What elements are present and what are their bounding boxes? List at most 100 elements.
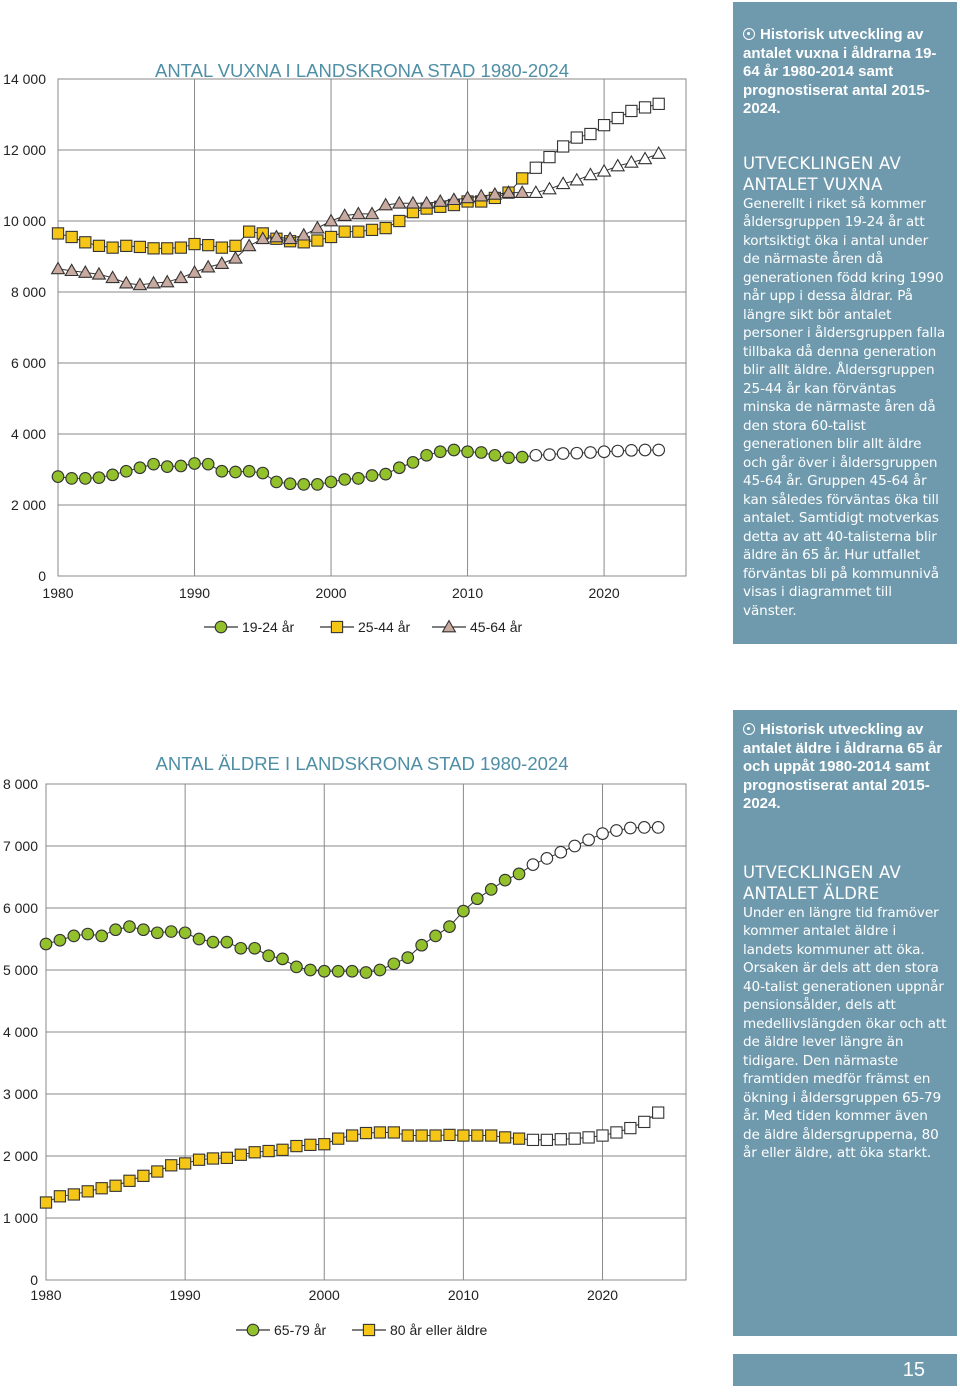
data-point bbox=[188, 457, 201, 470]
legend-label: 45-64 år bbox=[470, 619, 522, 635]
plot-area bbox=[57, 78, 687, 577]
data-point bbox=[173, 270, 189, 284]
data-point bbox=[311, 478, 324, 491]
data-point bbox=[611, 111, 624, 125]
y-tick-label: 8 000 bbox=[3, 776, 38, 792]
data-point bbox=[276, 952, 289, 966]
data-point bbox=[220, 1151, 234, 1165]
x-tick-label: 2000 bbox=[315, 585, 346, 601]
data-point bbox=[201, 457, 215, 471]
adults-heading: UTVECKLINGEN AV ANTALET VUXNA bbox=[743, 153, 901, 194]
y-tick-label: 8 000 bbox=[11, 284, 46, 300]
data-point bbox=[65, 472, 79, 485]
y-tick-label: 3 000 bbox=[3, 1086, 38, 1102]
data-point bbox=[297, 478, 311, 491]
data-point bbox=[118, 275, 134, 289]
data-point bbox=[543, 448, 556, 461]
data-point bbox=[67, 929, 81, 943]
data-point bbox=[485, 1129, 498, 1142]
y-tick-label: 4 000 bbox=[11, 426, 46, 442]
data-point bbox=[81, 1185, 94, 1198]
data-point bbox=[429, 1129, 442, 1142]
y-tick-label: 14 000 bbox=[3, 71, 46, 87]
data-point bbox=[248, 1146, 261, 1159]
data-point bbox=[401, 1129, 414, 1142]
x-tick-label: 1990 bbox=[179, 585, 210, 601]
adults-body-text: Generellt i riket så kommer åldersgruppe… bbox=[743, 195, 946, 619]
adults-intro: Historisk utveckling av antalet vuxna i … bbox=[743, 26, 937, 117]
elderly-info-panel: Historisk utveckling av antalet äldre i … bbox=[733, 710, 957, 1336]
data-point bbox=[498, 1131, 512, 1144]
data-point bbox=[516, 172, 529, 185]
data-point bbox=[106, 241, 119, 254]
data-point bbox=[446, 192, 462, 206]
data-point bbox=[51, 470, 65, 483]
data-point bbox=[584, 127, 597, 141]
data-point bbox=[569, 172, 585, 186]
data-point bbox=[584, 446, 597, 459]
data-point bbox=[338, 473, 352, 486]
data-point bbox=[229, 239, 242, 252]
data-point bbox=[276, 1143, 289, 1156]
data-point bbox=[109, 1179, 122, 1192]
data-point bbox=[652, 1106, 665, 1119]
data-point bbox=[542, 181, 557, 195]
data-point bbox=[296, 227, 312, 241]
data-point bbox=[123, 920, 136, 933]
data-point bbox=[457, 1129, 470, 1142]
data-point bbox=[638, 101, 652, 114]
data-point bbox=[625, 443, 638, 457]
data-point bbox=[174, 459, 188, 473]
data-point bbox=[514, 185, 530, 198]
series-line bbox=[45, 1112, 659, 1203]
data-point bbox=[610, 158, 626, 172]
data-point bbox=[582, 833, 595, 847]
data-point bbox=[638, 1115, 651, 1129]
data-point bbox=[133, 240, 147, 254]
data-point bbox=[373, 963, 387, 977]
data-point bbox=[429, 929, 442, 943]
data-point bbox=[473, 188, 489, 202]
data-point bbox=[160, 460, 174, 474]
data-point bbox=[345, 1129, 359, 1142]
x-tick-label: 1990 bbox=[170, 1287, 201, 1303]
data-point bbox=[625, 104, 638, 118]
legend-marker bbox=[441, 619, 457, 633]
data-point bbox=[529, 161, 542, 174]
data-point bbox=[39, 1196, 53, 1209]
legend-label: 19-24 år bbox=[242, 619, 294, 635]
data-point bbox=[270, 475, 283, 489]
data-point bbox=[290, 960, 303, 974]
legend-label: 65-79 år bbox=[274, 1322, 326, 1338]
data-point bbox=[290, 1139, 303, 1153]
data-point bbox=[393, 214, 406, 228]
data-point bbox=[359, 966, 373, 979]
data-point bbox=[200, 259, 216, 273]
data-point bbox=[415, 938, 429, 952]
data-point bbox=[406, 456, 420, 469]
data-point bbox=[165, 1159, 178, 1172]
data-point bbox=[228, 250, 243, 264]
data-point bbox=[652, 97, 665, 110]
data-point bbox=[364, 206, 380, 220]
data-point bbox=[120, 239, 133, 252]
data-point bbox=[611, 444, 625, 458]
data-point bbox=[234, 941, 248, 955]
data-point bbox=[132, 277, 148, 291]
legend-marker bbox=[330, 620, 344, 634]
y-tick-label: 7 000 bbox=[3, 838, 38, 854]
x-tick-label: 2020 bbox=[587, 1287, 618, 1303]
data-point bbox=[502, 451, 515, 465]
data-point bbox=[597, 119, 611, 132]
data-point bbox=[53, 933, 67, 947]
data-point bbox=[515, 450, 529, 464]
data-point bbox=[405, 195, 421, 209]
data-point bbox=[610, 1126, 623, 1139]
y-tick-label: 5 000 bbox=[3, 962, 38, 978]
data-point bbox=[310, 220, 325, 234]
data-point bbox=[105, 270, 120, 284]
legend-marker bbox=[362, 1323, 376, 1337]
data-point bbox=[202, 238, 215, 252]
data-point bbox=[512, 867, 526, 881]
data-point bbox=[318, 1138, 331, 1151]
